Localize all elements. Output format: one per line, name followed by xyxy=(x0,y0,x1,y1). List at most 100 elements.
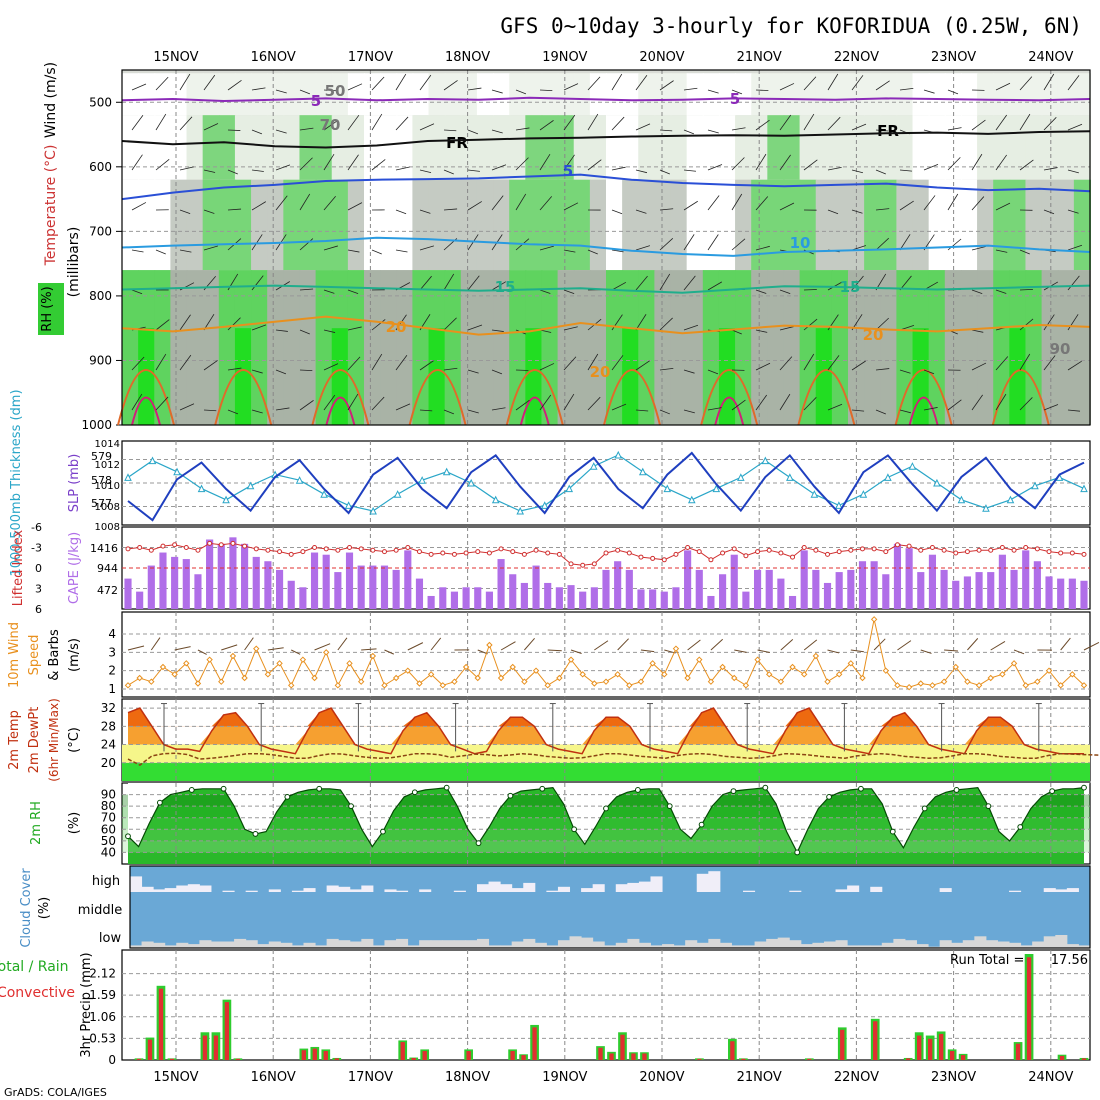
wind-speed-marker xyxy=(1022,682,1029,689)
precip-convective-bar xyxy=(532,1027,537,1060)
wind-barb xyxy=(779,83,795,91)
wind-barb xyxy=(275,369,287,375)
cape-bar xyxy=(719,574,727,609)
wind-barb xyxy=(803,397,817,411)
cloud-bar-low xyxy=(939,940,952,948)
wind-barb xyxy=(1043,355,1056,371)
chart-title: GFS 0~10day 3-hourly for KOFORIDUA (0.25… xyxy=(500,14,1082,38)
wind-barb xyxy=(443,273,455,291)
wind-barb xyxy=(179,73,191,91)
thickness-marker xyxy=(418,476,426,484)
wind-barb xyxy=(947,238,962,251)
wind-barb xyxy=(1019,397,1033,411)
wind-barb xyxy=(995,202,1011,211)
wind-barb xyxy=(923,89,935,94)
rh-cell xyxy=(977,179,995,271)
wind-axis-label-2: Speed xyxy=(27,635,42,676)
wind-barb xyxy=(851,360,866,371)
credit-label: GrADS: COLA/IGES xyxy=(4,1086,107,1099)
cape-bar xyxy=(415,578,424,609)
wind-speed-marker xyxy=(882,667,890,674)
cloud-bar-low xyxy=(662,944,675,948)
wind-speed-marker xyxy=(264,671,272,678)
wind-barb xyxy=(587,396,601,411)
wind-barb xyxy=(227,409,239,415)
wind-barb xyxy=(203,360,218,371)
rh-cell xyxy=(138,179,156,271)
thickness-tick-label: 577 xyxy=(91,497,112,510)
wind-barb xyxy=(707,89,719,94)
rh-cell xyxy=(396,73,414,116)
rh-cell xyxy=(202,179,220,271)
thickness-marker xyxy=(589,462,598,470)
wind-barb xyxy=(131,393,143,411)
wind-barb xyxy=(827,166,842,171)
thickness-marker xyxy=(786,473,794,481)
lifted-index-marker xyxy=(626,550,632,556)
wind-barb xyxy=(371,76,385,91)
cloud-bar-low xyxy=(754,941,767,948)
wind-speed-marker xyxy=(940,678,948,685)
wind-barb xyxy=(203,209,215,214)
wind-speed-marker xyxy=(288,682,295,689)
cape-bar xyxy=(241,543,249,609)
wind-barb xyxy=(395,314,407,331)
cape-bar xyxy=(322,554,330,609)
wind-speed-marker xyxy=(439,682,446,689)
rh-marker xyxy=(348,803,354,810)
wind-barb xyxy=(275,164,291,171)
day-label-top: 23NOV xyxy=(931,50,976,65)
pressure-tick-label: 800 xyxy=(89,289,112,303)
contour-label: 15 xyxy=(495,278,516,296)
wind-barb xyxy=(875,237,889,251)
wind-barb xyxy=(611,403,627,411)
thickness-marker xyxy=(737,473,745,481)
lifted-index-marker xyxy=(1023,545,1029,550)
wind-speed-marker xyxy=(253,645,260,652)
cloud-axis-label-2: (%) xyxy=(37,897,52,920)
wind-barb xyxy=(971,246,986,251)
precip-convective-bar xyxy=(169,1058,175,1060)
rh-cell xyxy=(380,115,398,180)
cape-bar xyxy=(812,569,820,609)
wind-axis-label: Wind (m/s) xyxy=(43,62,59,138)
wind-speed-marker xyxy=(136,674,143,682)
cloud-layer-label-low: low xyxy=(99,931,122,946)
rh-cell xyxy=(380,270,398,425)
lifted-index-marker xyxy=(790,554,796,560)
wind-barb xyxy=(291,649,301,655)
rh-tick-label: 60 xyxy=(101,822,116,836)
wind-barb xyxy=(731,193,743,211)
wind-speed-marker xyxy=(322,649,330,656)
rh-cell xyxy=(944,270,962,425)
temp-axis-label-4: (°C) xyxy=(67,727,82,753)
wind-barb xyxy=(275,407,290,411)
day-label-bottom: 22NOV xyxy=(834,1070,879,1085)
wind-barb xyxy=(923,163,939,171)
wind-barb xyxy=(131,202,147,211)
wind-barb xyxy=(899,87,914,91)
cape-bar xyxy=(439,587,447,609)
cape-bar xyxy=(847,569,855,609)
wind-barb xyxy=(683,129,695,135)
cloud-bar-low xyxy=(372,945,385,948)
wind-barb xyxy=(395,403,411,411)
cloud-bar-high xyxy=(349,889,362,892)
wind-speed-marker xyxy=(987,674,994,682)
lifted-index-marker xyxy=(521,551,527,557)
thickness-marker xyxy=(124,473,132,481)
wind-barb xyxy=(563,154,575,171)
wind-barb xyxy=(539,120,554,131)
wind-barb xyxy=(203,123,219,131)
cloud-bar-low xyxy=(962,940,975,948)
wind-barb xyxy=(947,157,961,171)
cloud-bar-high xyxy=(222,890,235,892)
wind-barb xyxy=(407,642,424,651)
wind-barb xyxy=(227,317,241,331)
wind-barb xyxy=(539,394,552,411)
wind-barb xyxy=(1043,117,1057,131)
rh-cell xyxy=(218,115,236,180)
rh-cell-saturated xyxy=(718,328,737,425)
cloud-bar-high xyxy=(153,889,166,892)
wind-speed-marker xyxy=(556,674,563,682)
